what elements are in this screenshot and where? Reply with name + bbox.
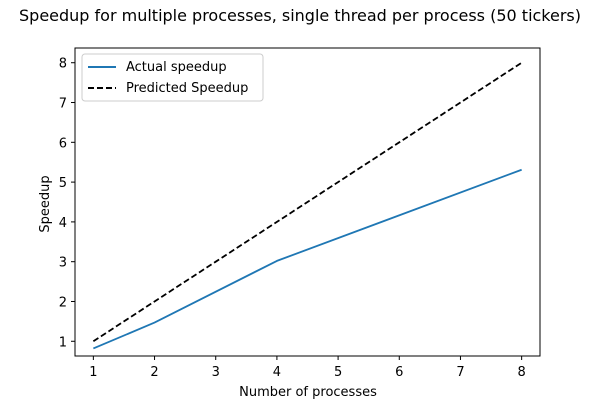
series-line-predicted-speedup [92,61,523,343]
y-tick-label: 1 [59,335,67,350]
y-tick-label: 2 [59,295,67,310]
y-tick-label: 8 [59,57,67,72]
chart-title: Speedup for multiple processes, single t… [19,6,581,25]
y-tick-label: 3 [59,256,67,271]
x-tick-label: 6 [395,365,403,380]
y-tick-label: 4 [59,216,67,231]
y-tick-label: 7 [59,97,67,112]
x-tick-label: 7 [456,365,464,380]
y-axis-ticks: 1 2 3 4 5 6 7 8 [59,57,75,350]
x-axis-ticks: 1 2 3 4 5 6 7 8 [89,356,526,380]
plot-area: 1 2 3 4 5 6 7 8 1 2 3 4 5 6 7 8 [59,47,541,380]
x-tick-label: 3 [212,365,220,380]
legend: Actual speedup Predicted Speedup [81,53,264,102]
x-tick-label: 5 [334,365,342,380]
x-tick-label: 8 [518,365,526,380]
y-axis-label: Speedup [38,175,53,232]
legend-label-predicted-speedup: Predicted Speedup [126,81,248,96]
x-tick-label: 2 [150,365,158,380]
series-layer [92,61,523,350]
legend-label-actual-speedup: Actual speedup [126,60,227,75]
x-tick-label: 4 [273,365,281,380]
x-tick-label: 1 [89,365,97,380]
y-tick-label: 6 [59,136,67,151]
x-axis-label: Number of processes [239,385,377,400]
y-tick-label: 5 [59,176,67,191]
axes-frame [74,47,541,357]
series-line-actual-speedup [93,168,522,350]
legend-box [81,53,264,102]
